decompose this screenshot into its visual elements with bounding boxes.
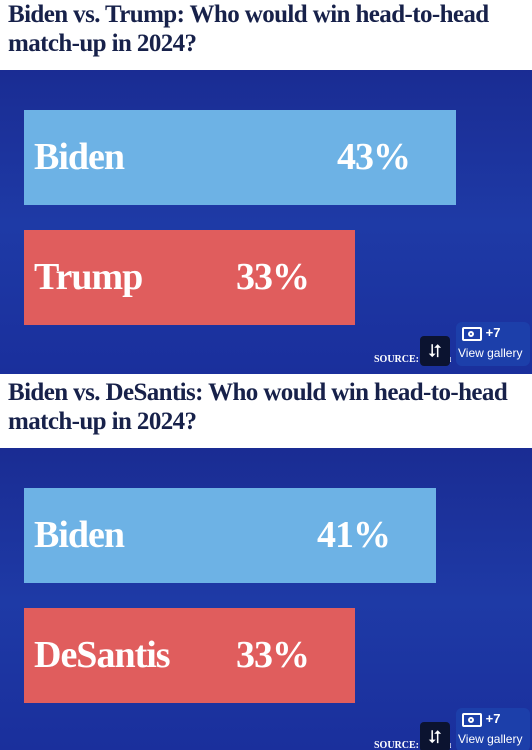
chart-plot: Biden 41% DeSantis 33% [0,378,532,750]
bar-biden: Biden 43% [24,110,456,205]
bar-desantis: DeSantis 33% [24,608,355,703]
bar-value-label: 43% [337,136,411,178]
share-button[interactable]: ⮃ [420,336,450,366]
bar-value-label: 41% [317,514,391,556]
gallery-count: +7 [485,325,501,340]
bar-trump: Trump 33% [24,230,355,325]
bar-biden: Biden 41% [24,488,436,583]
bar-category-label: DeSantis [34,634,171,676]
chart-title: Biden vs. Trump: Who would win head-to-h… [8,1,489,57]
gallery-count-wrap: +7 [462,325,500,341]
chart-panel-biden-desantis: Biden vs. DeSantis: Who would win head-t… [0,378,532,750]
view-gallery-button[interactable]: +7 View gallery [456,322,530,366]
chart-title: Biden vs. DeSantis: Who would win head-t… [8,379,508,435]
bar-category-label: Biden [34,514,125,556]
view-gallery-label: View gallery [458,346,523,360]
camera-icon [462,712,482,727]
bar-value-label: 33% [236,256,310,298]
camera-icon [462,326,482,341]
bar-category-label: Biden [34,136,125,178]
source-label: SOURCE: Marqu [374,354,452,365]
chart-panel-biden-trump: Biden vs. Trump: Who would win head-to-h… [0,0,532,374]
gallery-count-wrap: +7 [462,711,500,727]
view-gallery-label: View gallery [458,732,523,746]
share-icon: ⮃ [427,727,443,747]
view-gallery-button[interactable]: +7 View gallery [456,708,530,750]
chart-plot: Biden 43% Trump 33% [0,0,532,374]
bar-category-label: Trump [34,256,143,298]
source-label: SOURCE: Marqu [374,740,452,750]
panel-divider [0,374,532,378]
share-button[interactable]: ⮃ [420,722,450,750]
bar-value-label: 33% [236,634,310,676]
gallery-count: +7 [485,711,501,726]
share-icon: ⮃ [427,341,443,361]
